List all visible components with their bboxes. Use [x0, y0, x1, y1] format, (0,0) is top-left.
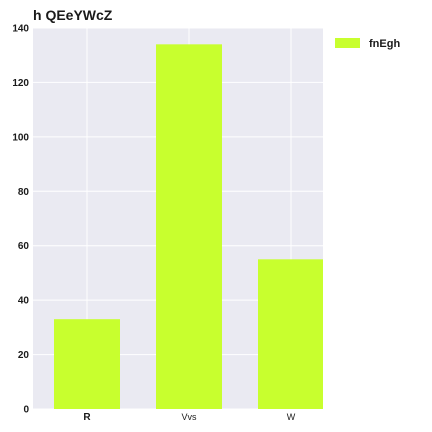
x-tick-label: Vvs — [181, 412, 197, 422]
bar-Vvs — [156, 44, 222, 409]
y-tick-label: 60 — [18, 241, 30, 252]
bars — [54, 44, 323, 409]
y-tick-labels: 0 20 40 60 80 100 120 140 — [12, 24, 29, 416]
y-tick-label: 100 — [12, 132, 29, 143]
bar-R — [54, 319, 120, 409]
y-tick-label: 20 — [18, 350, 30, 361]
x-tick-labels: R Vvs W — [83, 412, 295, 423]
y-tick-label: 0 — [23, 405, 29, 416]
chart-title: h QEeYWcZ — [33, 7, 113, 23]
x-tick-label: W — [287, 412, 296, 422]
y-tick-label: 80 — [18, 187, 30, 198]
bar-W — [258, 259, 323, 409]
legend-label: fnEgh — [369, 38, 400, 50]
y-tick-label: 40 — [18, 296, 30, 307]
y-tick-label: 140 — [12, 24, 29, 35]
legend: fnEgh — [335, 38, 400, 50]
legend-swatch — [335, 38, 360, 48]
x-tick-label: R — [83, 412, 91, 423]
y-tick-label: 120 — [12, 78, 29, 89]
